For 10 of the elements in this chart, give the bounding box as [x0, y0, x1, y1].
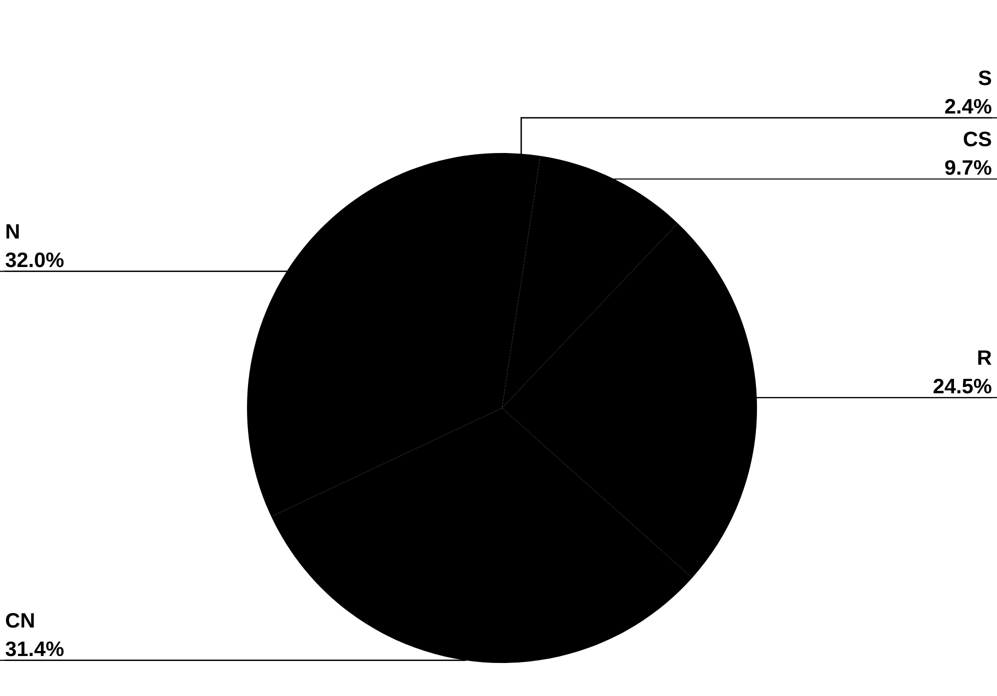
slice-label: N: [6, 224, 19, 239]
slice-label: R: [978, 350, 992, 365]
data-label: 24.5%: [934, 378, 992, 394]
slice-label: CN: [6, 612, 34, 628]
data-label: 9.7%: [945, 160, 992, 175]
data-label: 2.4%: [945, 98, 992, 114]
data-label: 31.4%: [6, 641, 64, 656]
slice-label: CS: [964, 132, 992, 146]
slice-label: S: [978, 70, 992, 86]
data-label: 32.0%: [6, 252, 64, 268]
